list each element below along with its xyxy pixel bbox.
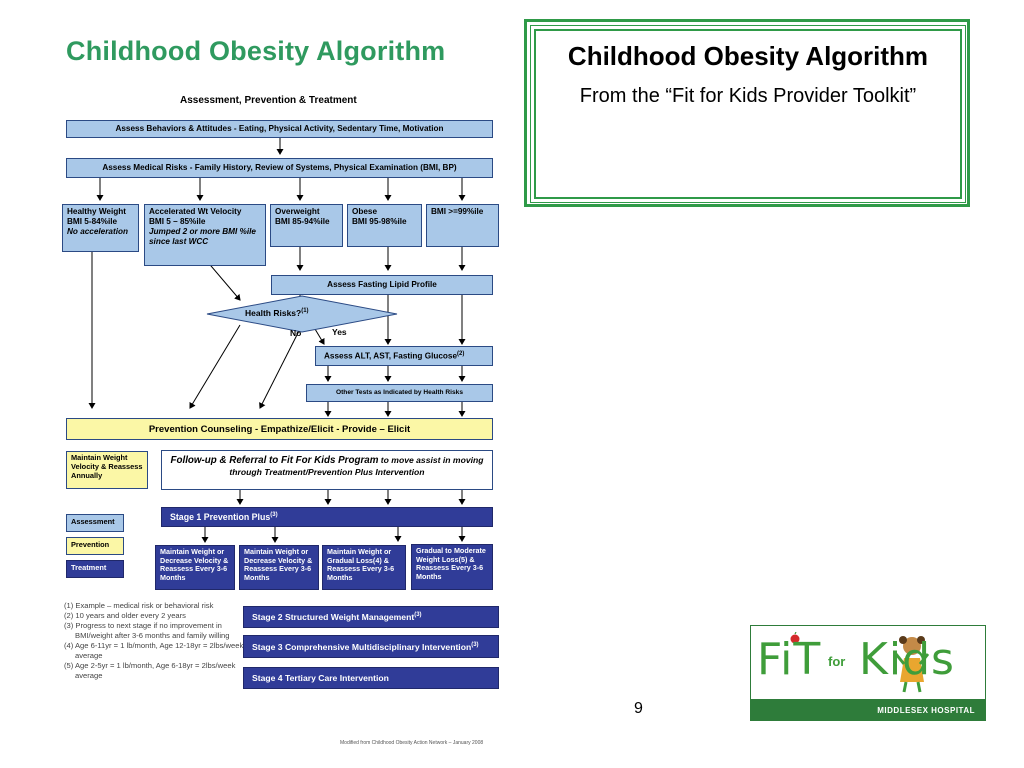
footnote: (2) 10 years and older every 2 years <box>64 611 186 621</box>
stage1-option-4: Gradual to Moderate Weight Loss(5) & Rea… <box>411 544 493 590</box>
no-label: No <box>290 328 302 338</box>
assess-behaviors-box: Assess Behaviors & Attitudes - Eating, P… <box>66 120 493 138</box>
footnote: (3) Progress to next stage if no improve… <box>64 621 230 641</box>
stage1-box: Stage 1 Prevention Plus(3) <box>161 507 493 527</box>
hospital-name: MIDDLESEX HOSPITAL <box>877 706 975 715</box>
maintain-weight-box: Maintain Weight Velocity & Reassess Annu… <box>66 451 148 489</box>
other-tests-box: Other Tests as Indicated by Health Risks <box>306 384 493 402</box>
stage3-box: Stage 3 Comprehensive Multidisciplinary … <box>243 635 499 658</box>
followup-referral-box: Follow-up & Referral to Fit For Kids Pro… <box>161 450 493 490</box>
legend-assessment: Assessment <box>66 514 124 532</box>
slide-subtitle: From the “Fit for Kids Provider Toolkit” <box>579 85 917 108</box>
health-risks-diamond <box>206 295 398 333</box>
assess-medical-box: Assess Medical Risks - Family History, R… <box>66 158 493 178</box>
apple-icon <box>790 632 800 644</box>
healthy-weight-box: Healthy Weight BMI 5-84%ile No accelerat… <box>62 204 139 252</box>
slide-title: Childhood Obesity Algorithm <box>567 41 929 71</box>
health-risks-label: Health Risks?(1) <box>245 308 309 318</box>
stage1-option-2: Maintain Weight or Decrease Velocity & R… <box>239 545 319 590</box>
diagram-subtitle: Assessment, Prevention & Treatment <box>180 95 357 106</box>
stage1-option-3: Maintain Weight or Gradual Loss(4) & Rea… <box>322 545 406 590</box>
footnote: (4) Age 6-11yr = 1 lb/month, Age 12-18yr… <box>64 641 244 661</box>
slide-main-title: Childhood Obesity Algorithm <box>66 36 446 66</box>
obese-box: Obese BMI 95-98%ile <box>347 204 422 247</box>
logo-text-fit: FiT <box>757 634 822 685</box>
stage4-box: Stage 4 Tertiary Care Intervention <box>243 667 499 689</box>
title-box: Childhood Obesity Algorithm From the “Fi… <box>524 19 970 207</box>
accelerated-velocity-box: Accelerated Wt Velocity BMI 5 – 85%ile J… <box>144 204 266 266</box>
footnotes: (1) Example – medical risk or behavioral… <box>64 601 244 681</box>
stage1-option-1: Maintain Weight or Decrease Velocity & R… <box>155 545 235 590</box>
prevention-counseling-box: Prevention Counseling - Empathize/Elicit… <box>66 418 493 440</box>
bmi-99-box: BMI >=99%ile <box>426 204 499 247</box>
footnote: (1) Example – medical risk or behavioral… <box>64 601 214 610</box>
fit-for-kids-logo: FiT for Kids MIDDLESEX HOSPITAL <box>750 625 986 721</box>
logo-text-for: for <box>828 654 846 669</box>
footnote: (5) Age 2-5yr = 1 lb/month, Age 6-18yr =… <box>64 661 236 681</box>
alt-ast-box: Assess ALT, AST, Fasting Glucose(2) <box>315 346 493 366</box>
stage2-box: Stage 2 Structured Weight Management(3) <box>243 606 499 628</box>
legend-treatment: Treatment <box>66 560 124 578</box>
child-figure-icon <box>894 636 930 693</box>
logo-text-kids: Kids <box>859 634 955 685</box>
fasting-lipid-box: Assess Fasting Lipid Profile <box>271 275 493 295</box>
legend-prevention: Prevention <box>66 537 124 555</box>
overweight-box: Overweight BMI 85-94%ile <box>270 204 343 247</box>
page-number: 9 <box>634 700 643 717</box>
source-credit: Modified from Childhood Obesity Action N… <box>340 740 484 746</box>
yes-label: Yes <box>332 327 347 337</box>
